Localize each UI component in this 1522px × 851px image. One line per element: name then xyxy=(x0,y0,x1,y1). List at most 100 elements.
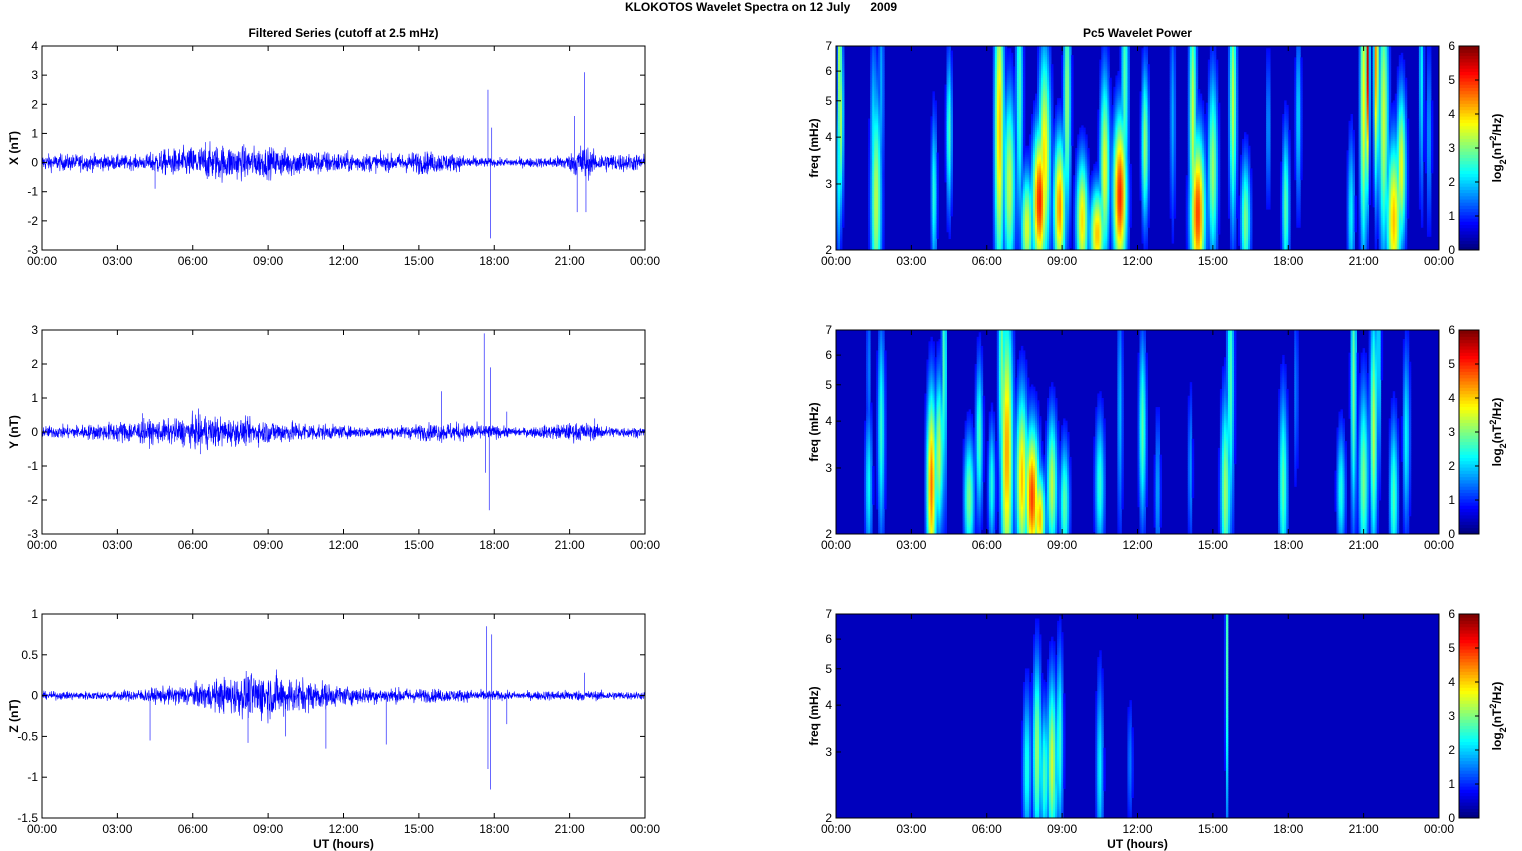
wavelet-1-colorbar-step xyxy=(1459,214,1479,219)
wavelet-1-colorbar-step xyxy=(1459,112,1479,117)
series-3-ytick-label: -1.5 xyxy=(17,811,38,825)
wavelet-2-colorbar-step xyxy=(1459,365,1479,369)
wavelet-3-xtick-label: 21:00 xyxy=(1349,822,1379,836)
wavelet-3-colorbar-step xyxy=(1459,808,1479,813)
wavelet-3-colorbar-step xyxy=(1459,677,1479,682)
wavelet-2-colorbar-step xyxy=(1459,419,1479,423)
wavelet-2-xtick-label: 00:00 xyxy=(821,538,851,552)
wavelet-3-colorbar-step xyxy=(1459,786,1479,790)
wavelet-1-colorbar-tick-label: 4 xyxy=(1448,107,1455,121)
wavelet-2-colorbar-step xyxy=(1459,498,1479,503)
wavelet-2-colorbar-step xyxy=(1459,492,1479,497)
wavelet-1-colorbar-step xyxy=(1459,151,1479,155)
series-2-ytick-label: 1 xyxy=(31,391,38,405)
wavelet-3-colorbar-step xyxy=(1459,639,1479,644)
wavelet-3-colorbar-step xyxy=(1459,770,1479,774)
wavelet-1-colorbar-step xyxy=(1459,65,1479,69)
wavelet-1-ytick-label: 6 xyxy=(825,64,832,78)
wavelet-1-colorbar-step xyxy=(1459,58,1479,63)
wavelet-2-colorbar-tick-label: 2 xyxy=(1448,459,1455,473)
wavelet-1-colorbar-step xyxy=(1459,46,1479,50)
series-1-line xyxy=(41,72,646,239)
wavelet-2-colorbar-step xyxy=(1459,368,1479,372)
wavelet-2-colorbar-step xyxy=(1459,384,1479,388)
wavelet-3-colorbar-step xyxy=(1459,716,1479,720)
series-3-ytick-label: 0.5 xyxy=(21,648,38,662)
wavelet-2-ytick-label: 4 xyxy=(825,414,832,428)
wavelet-1-colorbar-step xyxy=(1459,154,1479,159)
wavelet-3-power-grid xyxy=(1020,614,1229,819)
series-1-ylabel: X (nT) xyxy=(7,131,21,165)
series-1-xtick-label: 00:00 xyxy=(630,254,660,268)
wavelet-2-colorbar-step xyxy=(1459,352,1479,356)
wavelet-3-colorbar-step xyxy=(1459,652,1479,656)
wavelet-2-colorbar-step xyxy=(1459,333,1479,337)
series-2-xtick-label: 21:00 xyxy=(555,538,585,552)
series-1-ytick-label: -1 xyxy=(27,185,38,199)
wavelet-1-colorbar-step xyxy=(1459,68,1479,72)
wavelet-2-colorbar-tick-label: 3 xyxy=(1448,425,1455,439)
wavelet-3-colorbar-step xyxy=(1459,738,1479,742)
wavelet-2-colorbar-step xyxy=(1459,403,1479,407)
wavelet-2-colorbar-step xyxy=(1459,470,1479,474)
figure-title: KLOKOTOS Wavelet Spectra on 12 July 2009 xyxy=(0,0,1522,14)
wavelet-3-colorbar-tick-label: 6 xyxy=(1448,607,1455,621)
wavelet-2-colorbar-step xyxy=(1459,457,1479,462)
wavelet-1-colorbar-step xyxy=(1459,100,1479,104)
series-1-ytick-label: 0 xyxy=(31,156,38,170)
wavelet-2-colorbar-step xyxy=(1459,479,1479,484)
wavelet-3-colorbar-step xyxy=(1459,680,1479,685)
series-1-ytick-label: 1 xyxy=(31,126,38,140)
wavelet-1-colorbar-step xyxy=(1459,246,1479,251)
wavelet-3-colorbar-step xyxy=(1459,814,1479,819)
wavelet-3-colorbar-step xyxy=(1459,712,1479,717)
wavelet-2-colorbar-tick-label: 5 xyxy=(1448,357,1455,371)
wavelet-3-colorbar-tick-label: 0 xyxy=(1448,811,1455,825)
wavelet-2-colorbar-step xyxy=(1459,486,1479,490)
wavelet-1-colorbar-step xyxy=(1459,106,1479,111)
wavelet-1-colorbar-step xyxy=(1459,208,1479,213)
wavelet-3-colorbar-step xyxy=(1459,728,1479,733)
wavelet-1-colorbar-step xyxy=(1459,183,1479,187)
wavelet-1-colorbar-step xyxy=(1459,52,1479,57)
wavelet-2-colorbar-step xyxy=(1459,505,1479,509)
wavelet-2-colorbar-step xyxy=(1459,390,1479,395)
wavelet-3-colorbar-step xyxy=(1459,703,1479,707)
wavelet-1-ytick-label: 5 xyxy=(825,94,832,108)
wavelet-1-colorbar-step xyxy=(1459,93,1479,98)
wavelet-1-ytick-label: 2 xyxy=(825,243,832,257)
wavelet-3-colorbar-step xyxy=(1459,757,1479,762)
wavelet-2-colorbar-step xyxy=(1459,438,1479,443)
wavelet-2-colorbar-step xyxy=(1459,435,1479,439)
wavelet-2-colorbar-step xyxy=(1459,489,1479,494)
wavelet-1-colorbar-step xyxy=(1459,125,1479,130)
series-3-xtick-label: 18:00 xyxy=(479,822,509,836)
series-3-xtick-label: 09:00 xyxy=(253,822,283,836)
wavelet-2-colorbar-step xyxy=(1459,524,1479,529)
wavelet-3-xtick-label: 03:00 xyxy=(896,822,926,836)
wavelet-3-colorbar-step xyxy=(1459,620,1479,625)
wavelet-2-colorbar-step xyxy=(1459,511,1479,516)
series-1-xtick-label: 18:00 xyxy=(479,254,509,268)
wavelet-2-colorbar-step xyxy=(1459,451,1479,455)
series-2-xtick-label: 00:00 xyxy=(630,538,660,552)
wavelet-3-colorbar-tick-label: 5 xyxy=(1448,641,1455,655)
wavelet-2-power-grid xyxy=(864,330,1412,535)
series-3-xtick-label: 06:00 xyxy=(178,822,208,836)
wavelet-3-ytick-label: 2 xyxy=(825,811,832,825)
series-2-xtick-label: 18:00 xyxy=(479,538,509,552)
wavelet-1-colorbar-step xyxy=(1459,240,1479,245)
wavelet-2-ytick-label: 2 xyxy=(825,527,832,541)
series-1-ytick-label: 2 xyxy=(31,97,38,111)
wavelet-2-xtick-label: 00:00 xyxy=(1424,538,1454,552)
wavelet-3-ytick-label: 4 xyxy=(825,698,832,712)
wavelet-3-colorbar-step xyxy=(1459,741,1479,746)
wavelet-1-colorbar-step xyxy=(1459,148,1479,152)
wavelet-3-colorbar-step xyxy=(1459,744,1479,749)
series-1-ytick-label: -3 xyxy=(27,243,38,257)
wavelet-3-colorbar-step xyxy=(1459,617,1479,621)
wavelet-3-xtick-label: 12:00 xyxy=(1122,822,1152,836)
wavelet-3-colorbar-step xyxy=(1459,693,1479,698)
series-2-ytick-label: -2 xyxy=(27,493,38,507)
